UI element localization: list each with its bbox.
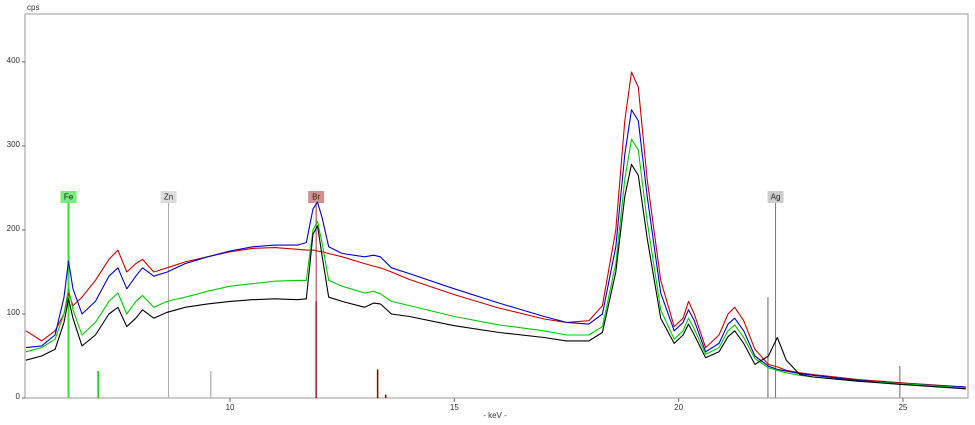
spectrum-line <box>25 109 966 388</box>
y-tick-label: 0 <box>16 392 21 401</box>
x-axis-label: - keV - <box>483 411 507 420</box>
element-label: Br <box>312 193 320 202</box>
spectrum-line <box>25 138 966 389</box>
plot-frame <box>24 13 969 399</box>
spectrum-line <box>25 71 966 388</box>
x-tick-label: 10 <box>226 403 235 412</box>
x-tick-label: 15 <box>450 403 459 412</box>
y-axis-label: cps <box>27 3 39 12</box>
y-tick-label: 100 <box>7 308 21 317</box>
y-tick-label: 200 <box>7 224 21 233</box>
x-tick-label: 25 <box>898 403 907 412</box>
element-label: Ag <box>771 193 781 202</box>
element-label-box <box>60 191 77 203</box>
element-label-box <box>767 191 784 203</box>
y-tick-label: 400 <box>7 56 21 65</box>
element-label-box <box>160 191 177 203</box>
element-label: Zn <box>164 193 173 202</box>
x-tick-label: 20 <box>674 403 683 412</box>
spectrum-line <box>25 163 966 390</box>
element-label-box <box>308 191 325 203</box>
y-tick-label: 300 <box>7 140 21 149</box>
element-label: Fe <box>64 193 74 202</box>
